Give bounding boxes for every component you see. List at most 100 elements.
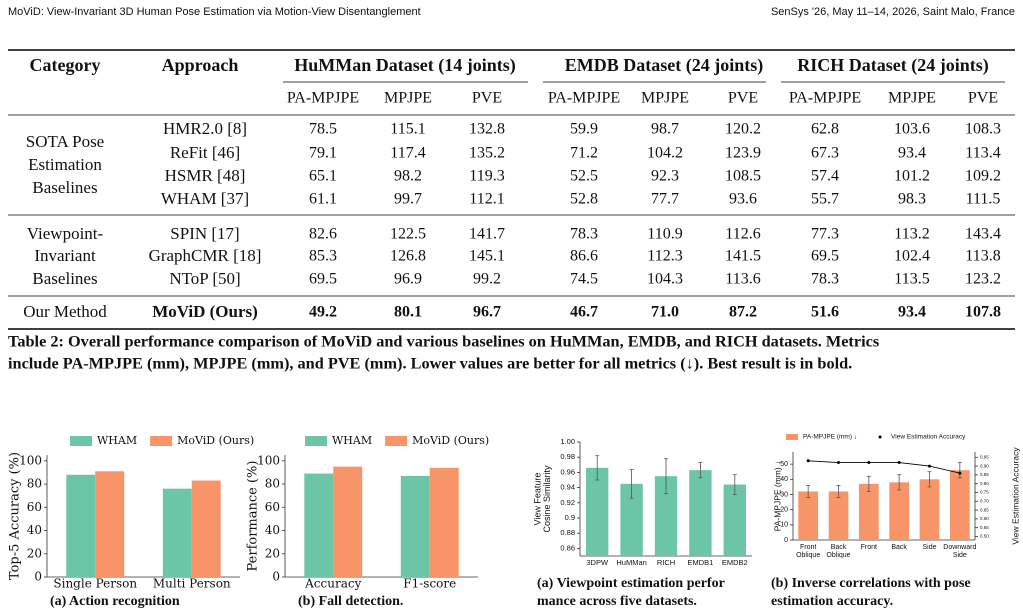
metric-header: PA-MPJPE bbox=[287, 90, 359, 107]
value-cell: 62.8 bbox=[811, 121, 839, 138]
value-cell: 119.3 bbox=[469, 168, 504, 185]
legend-label: View Estimation Accuracy bbox=[891, 434, 966, 441]
axis-label: Top-5 Accuracy (%) bbox=[8, 452, 23, 580]
y-tick-label: 0.86 bbox=[560, 543, 575, 552]
x-tick-label: Multi Person bbox=[153, 577, 231, 591]
x-tick-label: Single Person bbox=[53, 577, 137, 591]
y-tick-label: 100 bbox=[19, 453, 42, 467]
value-cell: 71.0 bbox=[651, 304, 679, 321]
value-cell: 79.1 bbox=[309, 145, 337, 162]
value-cell: 111.5 bbox=[966, 191, 1001, 208]
y-tick-label: 10 bbox=[780, 522, 788, 529]
y-tick-label: 1.00 bbox=[560, 437, 575, 446]
x-tick-label: 3DPW bbox=[586, 558, 609, 567]
figure-caption: (a) Action recognition bbox=[50, 594, 180, 609]
line-point bbox=[806, 459, 810, 463]
figure-caption: mance across five datasets. bbox=[537, 594, 697, 609]
bar bbox=[723, 484, 746, 556]
value-cell: 102.4 bbox=[894, 248, 930, 265]
bar bbox=[191, 480, 221, 577]
value-cell: 141.5 bbox=[725, 248, 761, 265]
value-cell: 101.2 bbox=[894, 168, 930, 185]
legend-swatch bbox=[385, 436, 408, 446]
value-cell: 112.6 bbox=[725, 226, 760, 243]
bar bbox=[919, 479, 940, 540]
bar bbox=[586, 467, 609, 556]
value-cell: 132.8 bbox=[469, 121, 505, 138]
approach-cell: SPIN [17] bbox=[170, 224, 239, 243]
x-tick-label: F1-score bbox=[403, 577, 456, 591]
figure-caption: (b) Fall detection. bbox=[298, 594, 403, 609]
approach-cell: GraphCMR [18] bbox=[149, 246, 262, 265]
value-cell: 104.3 bbox=[647, 271, 683, 288]
value-cell: 103.6 bbox=[894, 121, 930, 138]
value-cell: 85.3 bbox=[309, 248, 337, 265]
y-tick-label: 0.92 bbox=[560, 498, 575, 507]
value-cell: 120.2 bbox=[725, 121, 761, 138]
value-cell: 92.3 bbox=[651, 168, 679, 185]
x-tick-label: Side bbox=[953, 552, 967, 559]
y-tick-label: 20 bbox=[27, 546, 42, 560]
x-tick-label: Accuracy bbox=[304, 577, 361, 591]
value-cell: 104.2 bbox=[647, 145, 683, 162]
legend-swatch bbox=[70, 436, 92, 446]
value-cell: 52.5 bbox=[570, 168, 598, 185]
column-header: Category bbox=[30, 55, 101, 75]
value-cell: 122.5 bbox=[390, 226, 426, 243]
bar bbox=[429, 467, 459, 577]
y2-tick-label: 0.55 bbox=[980, 525, 989, 530]
metric-header: PA-MPJPE bbox=[789, 90, 861, 107]
metric-header: PA-MPJPE bbox=[548, 90, 620, 107]
approach-cell: HMR2.0 [8] bbox=[163, 119, 247, 138]
value-cell: 135.2 bbox=[469, 145, 505, 162]
x-tick-label: Back bbox=[831, 544, 847, 551]
y-tick-label: 40 bbox=[265, 523, 280, 537]
value-cell: 93.4 bbox=[898, 304, 926, 321]
legend-label: PA-MPJPE (mm) ↓ bbox=[803, 434, 857, 441]
value-cell: 78.3 bbox=[570, 226, 598, 243]
y2-tick-label: 0.80 bbox=[980, 481, 989, 486]
y-tick-label: 0.9 bbox=[565, 513, 575, 522]
bar bbox=[889, 482, 910, 540]
approach-cell: WHAM [37] bbox=[161, 189, 249, 208]
value-cell: 123.9 bbox=[725, 145, 761, 162]
value-cell: 113.6 bbox=[725, 271, 760, 288]
value-cell: 46.7 bbox=[570, 304, 598, 321]
metric-header: PVE bbox=[472, 90, 502, 107]
legend-label: WHAM bbox=[97, 434, 137, 447]
value-cell: 80.1 bbox=[394, 304, 422, 321]
value-cell: 113.8 bbox=[965, 248, 1000, 265]
figure-caption: estimation accuracy. bbox=[771, 594, 893, 609]
metric-header: PVE bbox=[728, 90, 758, 107]
value-cell: 69.5 bbox=[309, 271, 337, 288]
x-tick-label: Front bbox=[800, 544, 816, 551]
y-tick-label: 0.98 bbox=[560, 452, 575, 461]
value-cell: 108.3 bbox=[965, 121, 1001, 138]
x-tick-label: Side bbox=[922, 544, 936, 551]
bar bbox=[689, 470, 712, 556]
bar bbox=[858, 483, 879, 540]
value-cell: 126.8 bbox=[390, 248, 426, 265]
value-cell: 78.3 bbox=[811, 271, 839, 288]
category-label: Viewpoint- bbox=[27, 224, 104, 243]
legend-swatch bbox=[786, 434, 798, 440]
value-cell: 74.5 bbox=[570, 271, 598, 288]
y-tick-label: 60 bbox=[265, 500, 280, 514]
value-cell: 123.2 bbox=[965, 271, 1001, 288]
y-tick-label: 0 bbox=[784, 537, 788, 544]
value-cell: 115.1 bbox=[390, 121, 425, 138]
metric-header: MPJPE bbox=[641, 90, 689, 107]
line-point bbox=[928, 464, 931, 468]
legend-label: MoViD (Ours) bbox=[412, 434, 489, 447]
bar bbox=[66, 474, 96, 577]
x-tick-label: EMDB1 bbox=[687, 558, 713, 567]
line-point bbox=[867, 461, 871, 465]
y-tick-label: 0 bbox=[34, 570, 42, 584]
y-tick-label: 20 bbox=[780, 506, 788, 513]
approach-cell: HSMR [48] bbox=[165, 166, 246, 185]
x-tick-label: EMDB2 bbox=[722, 558, 748, 567]
axis-label: PA-MPJPE (mm) ↓ bbox=[772, 461, 782, 532]
dataset-header: RICH Dataset (24 joints) bbox=[797, 55, 988, 76]
value-cell: 98.7 bbox=[651, 121, 679, 138]
